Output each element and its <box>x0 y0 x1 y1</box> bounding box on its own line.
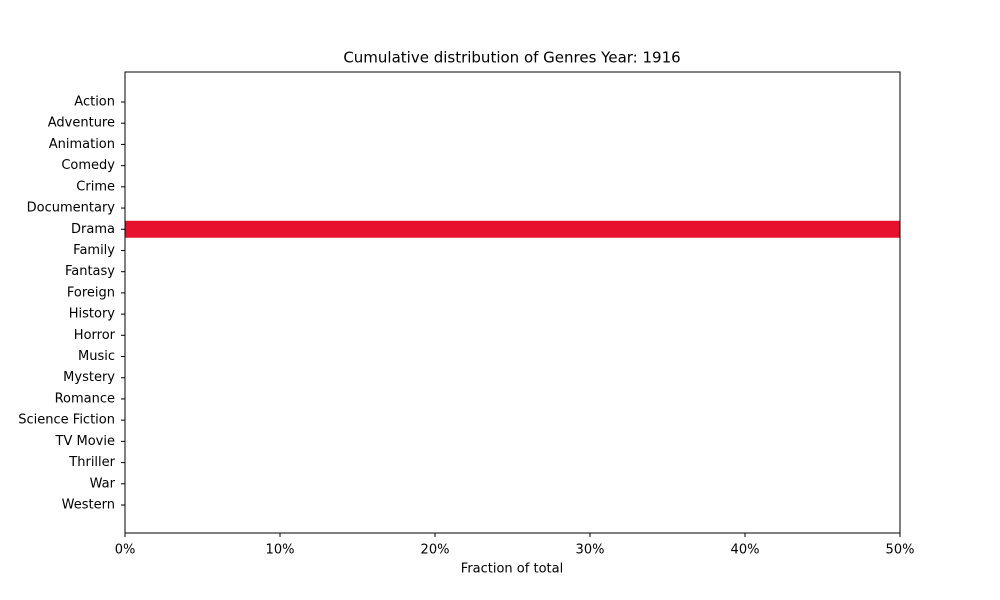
y-tick-label: History <box>69 307 116 322</box>
y-tick-label: Science Fiction <box>18 413 115 428</box>
y-tick-label: TV Movie <box>55 434 115 449</box>
x-tick-label: 40% <box>731 543 760 558</box>
y-tick-label: Animation <box>49 137 115 152</box>
x-tick-label: 30% <box>576 543 605 558</box>
y-tick-label: Adventure <box>48 116 115 131</box>
y-tick-label: Thriller <box>68 455 115 470</box>
x-tick-label: 10% <box>266 543 295 558</box>
chart-title: Cumulative distribution of Genres Year: … <box>343 49 680 67</box>
y-tick-label: Crime <box>76 179 115 194</box>
y-tick-label: Family <box>73 243 115 258</box>
x-tick-label: 50% <box>886 543 915 558</box>
x-axis-label: Fraction of total <box>461 562 563 577</box>
y-tick-label: Action <box>74 95 115 110</box>
x-tick-label: 20% <box>421 543 450 558</box>
y-tick-label: Drama <box>71 222 115 237</box>
y-tick-label: Comedy <box>61 158 115 173</box>
y-tick-label: Western <box>62 498 115 513</box>
bar <box>125 220 900 238</box>
y-tick-label: Fantasy <box>65 264 115 279</box>
y-tick-label: Romance <box>55 391 115 406</box>
y-tick-label: Foreign <box>67 285 115 300</box>
y-tick-label: Horror <box>74 328 116 343</box>
y-tick-label: War <box>90 476 116 491</box>
y-tick-label: Music <box>78 349 115 364</box>
y-tick-label: Documentary <box>27 201 116 216</box>
x-tick-label: 0% <box>115 543 136 558</box>
y-tick-label: Mystery <box>63 370 115 385</box>
plot-frame <box>124 71 901 534</box>
